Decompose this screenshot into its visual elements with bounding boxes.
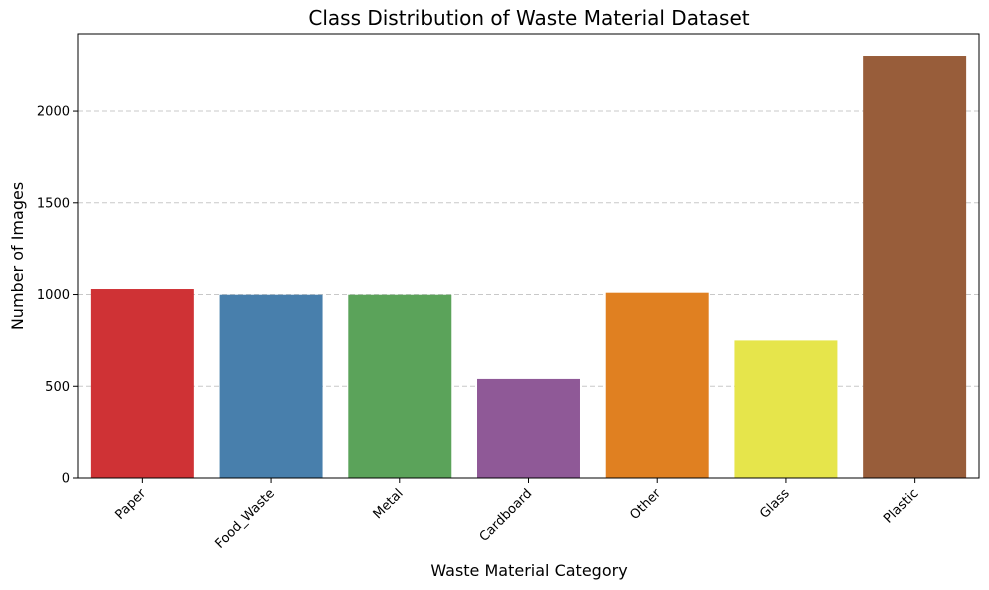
y-axis-ticks: 0 500 1000 1500 2000 <box>37 105 78 487</box>
x-tick-label: Metal <box>371 486 407 522</box>
bar-cardboard <box>477 378 580 478</box>
bar-plastic <box>863 56 967 478</box>
y-tick-label: 2000 <box>37 105 70 120</box>
bar-glass <box>734 340 838 478</box>
chart-title: Class Distribution of Waste Material Dat… <box>308 6 749 30</box>
x-axis-label: Waste Material Category <box>430 561 627 580</box>
x-tick-label: Other <box>627 486 664 523</box>
x-tick-label: Paper <box>113 486 150 523</box>
bar-paper <box>90 289 194 478</box>
bar-other <box>605 292 709 478</box>
x-tick-label: Plastic <box>881 486 921 526</box>
y-tick-label: 0 <box>62 472 70 487</box>
x-tick-label: Cardboard <box>477 486 536 545</box>
bars <box>90 56 967 478</box>
bar-food-waste <box>219 294 323 478</box>
y-tick-label: 1500 <box>37 196 70 211</box>
x-axis-ticks: Paper Food_Waste Metal Cardboard Other Glass P… <box>113 478 921 552</box>
y-tick-label: 500 <box>45 380 70 395</box>
y-tick-label: 1000 <box>37 288 70 303</box>
gridlines <box>78 110 979 387</box>
y-axis-label: Number of Images <box>8 182 27 330</box>
bar-metal <box>348 294 452 478</box>
x-tick-label: Glass <box>757 486 793 522</box>
x-tick-label: Food_Waste <box>212 486 277 551</box>
